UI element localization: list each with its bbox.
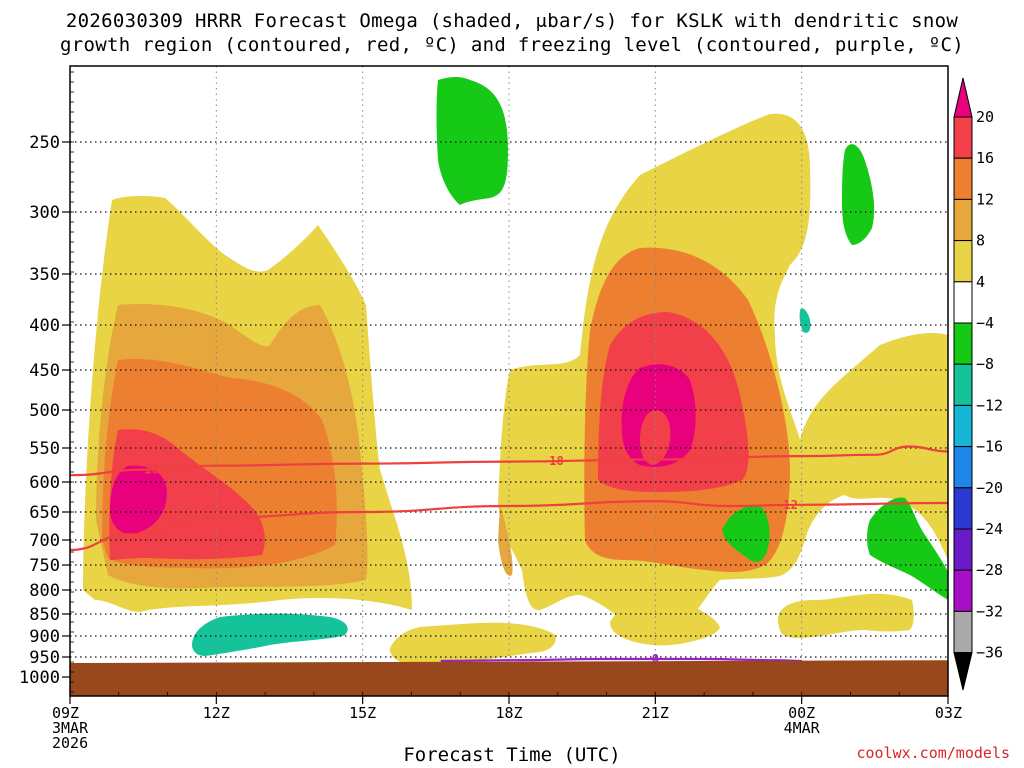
- x-tick-label: 4MAR: [784, 719, 821, 737]
- colorbar-label: 16: [976, 149, 994, 167]
- plot-area: -18 -18 -12 0: [70, 66, 948, 696]
- contour-line: [440, 657, 802, 663]
- y-tick-label: 550: [29, 439, 60, 459]
- x-tick-label: 3MAR: [52, 719, 89, 737]
- colorbar-label: −28: [976, 561, 1003, 579]
- omega-region: [110, 465, 167, 534]
- colorbar-label: −8: [976, 355, 994, 373]
- colorbar-label: −32: [976, 602, 1003, 620]
- x-tick-label: 18Z: [495, 704, 522, 722]
- colorbar-bin: [953, 528, 973, 571]
- contour-line: [70, 445, 948, 477]
- y-tick-label: 750: [29, 556, 60, 576]
- y-tick-label: 250: [29, 133, 60, 153]
- y-tick-label: 500: [29, 401, 60, 421]
- colorbar-label: −36: [976, 644, 1003, 662]
- omega-region: [496, 636, 517, 650]
- colorbar-bin: [953, 404, 973, 448]
- x-tick-label: 2026: [52, 734, 88, 752]
- y-tick-label: 600: [29, 473, 60, 493]
- contour-label: -18: [542, 454, 564, 468]
- colorbar-label: 8: [976, 232, 985, 250]
- contour-label: -18: [137, 462, 159, 476]
- colorbar-label: −24: [976, 520, 1003, 538]
- contour-line: [70, 500, 948, 552]
- y-tick-label: 850: [29, 605, 60, 625]
- colorbar-bin: [953, 363, 973, 406]
- y-tick-label: 400: [29, 316, 60, 336]
- colorbar-label: 4: [976, 273, 985, 291]
- omega-region: [799, 308, 811, 333]
- x-tick-label: 00Z: [788, 704, 815, 722]
- y-tick-label: 700: [29, 531, 60, 551]
- colorbar-bin: [953, 569, 973, 612]
- x-tick-label: 03Z: [935, 704, 962, 722]
- colorbar-label: 12: [976, 190, 994, 208]
- colorbar-label: −12: [976, 396, 1003, 414]
- y-tick-label: 1000: [19, 668, 60, 688]
- chart-title-line1: 2026030309 HRRR Forecast Omega (shaded, …: [65, 10, 959, 32]
- contour-label: -12: [776, 498, 798, 512]
- chart-title-line2: growth region (contoured, red, ºC) and f…: [60, 34, 964, 56]
- colorbar: 20 16 12 8 4 −4 −8 −12 −16 −20 −24 −28 −32 −36: [953, 77, 1003, 691]
- credit-text: coolwx.com/models: [856, 744, 1010, 762]
- colorbar-bin: [953, 322, 973, 365]
- y-tick-label: 350: [29, 265, 60, 285]
- omega-region: [648, 618, 667, 633]
- colorbar-label: −20: [976, 479, 1003, 497]
- y-axis: 2503003504004505005506006507007508008509…: [19, 71, 74, 693]
- colorbar-bin: [953, 240, 973, 283]
- colorbar-label: −4: [976, 314, 994, 332]
- colorbar-bin: [953, 198, 973, 242]
- omega-region: [192, 613, 348, 656]
- y-tick-label: 800: [29, 581, 60, 601]
- colorbar-bin: [953, 652, 973, 691]
- y-tick-label: 300: [29, 203, 60, 223]
- x-tick-label: 12Z: [203, 704, 230, 722]
- x-tick-label: 15Z: [349, 704, 376, 722]
- y-tick-label: 900: [29, 627, 60, 647]
- omega-region: [436, 77, 508, 205]
- contour-label: 0: [652, 652, 659, 666]
- colorbar-bin: [953, 116, 973, 159]
- omega-region: [884, 520, 913, 558]
- omega-region: [389, 622, 556, 664]
- colorbar-bin: [953, 157, 973, 200]
- colorbar-bin: [953, 610, 973, 654]
- x-tick-label: 09Z: [52, 704, 79, 722]
- x-axis-title: Forecast Time (UTC): [403, 744, 621, 766]
- contours: -18 -18 -12 0: [70, 445, 948, 666]
- omega-region: [805, 383, 915, 470]
- colorbar-bin: [953, 77, 973, 118]
- omega-region: [778, 593, 914, 638]
- y-tick-label: 650: [29, 503, 60, 523]
- colorbar-label: −16: [976, 438, 1003, 456]
- colorbar-bin: [953, 487, 973, 530]
- omega-region: [722, 505, 770, 562]
- x-tick-label: 21Z: [642, 704, 669, 722]
- omega-region: [640, 410, 671, 465]
- colorbar-bin: [953, 446, 973, 489]
- omega-region: [842, 144, 875, 245]
- omega-region: [610, 593, 720, 646]
- colorbar-bin: [953, 281, 973, 324]
- y-tick-label: 450: [29, 361, 60, 381]
- colorbar-label: 20: [976, 108, 994, 126]
- terrain: [70, 660, 948, 696]
- y-tick-label: 950: [29, 648, 60, 668]
